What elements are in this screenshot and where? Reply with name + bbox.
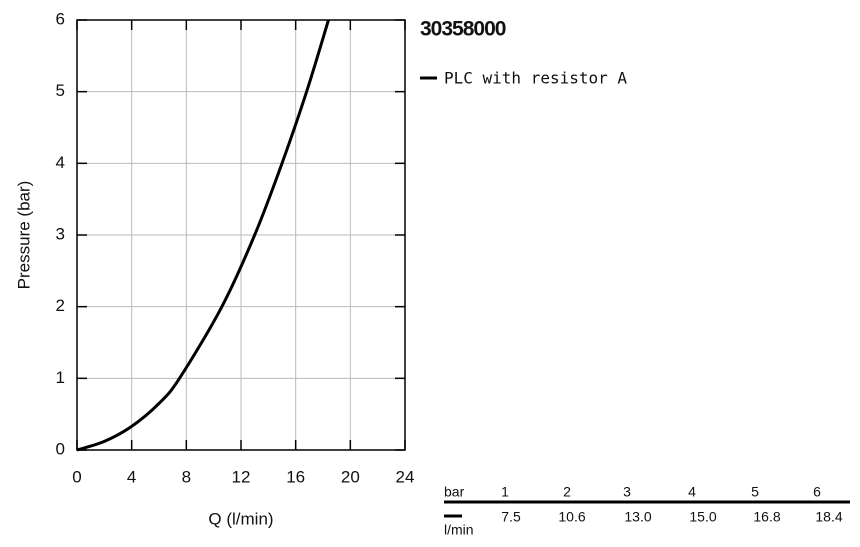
- table-pressure: 3: [623, 484, 631, 500]
- x-tick-label: 24: [396, 467, 415, 486]
- x-tick-label: 12: [232, 467, 251, 486]
- series-line: [76, 19, 330, 452]
- x-tick-label: 4: [127, 467, 136, 486]
- y-axis-label: Pressure (bar): [14, 181, 33, 290]
- x-tick-label: 0: [72, 467, 81, 486]
- table-flow: 15.0: [689, 509, 716, 525]
- chart-title: 30358000: [420, 18, 506, 41]
- table-flow: 18.4: [815, 509, 842, 525]
- y-tick-label: 1: [56, 368, 65, 387]
- y-tick-label: 0: [56, 439, 65, 458]
- table-flow: 13.0: [624, 509, 651, 525]
- y-tick-label: 3: [56, 224, 65, 243]
- x-tick-label: 20: [341, 467, 360, 486]
- y-tick-label: 6: [56, 9, 65, 28]
- table-pressure: 1: [501, 484, 509, 500]
- x-tick-label: 16: [286, 467, 305, 486]
- x-tick-label: 8: [182, 467, 191, 486]
- table-header-label: bar: [444, 484, 465, 500]
- y-tick-label: 2: [56, 296, 65, 315]
- y-tick-label: 4: [56, 153, 65, 172]
- legend-label: PLC with resistor A: [444, 69, 627, 88]
- table-flow: 16.8: [753, 509, 780, 525]
- y-tick-label: 5: [56, 81, 65, 100]
- table-pressure: 4: [688, 484, 696, 500]
- x-axis-label: Q (l/min): [208, 509, 273, 528]
- plot-frame: [76, 19, 406, 451]
- table-pressure: 5: [751, 484, 759, 500]
- table-unit-label: l/min: [444, 522, 474, 538]
- table-flow: 10.6: [558, 509, 585, 525]
- table-flow: 7.5: [501, 509, 521, 525]
- table-pressure: 6: [813, 484, 821, 500]
- table-pressure: 2: [563, 484, 571, 500]
